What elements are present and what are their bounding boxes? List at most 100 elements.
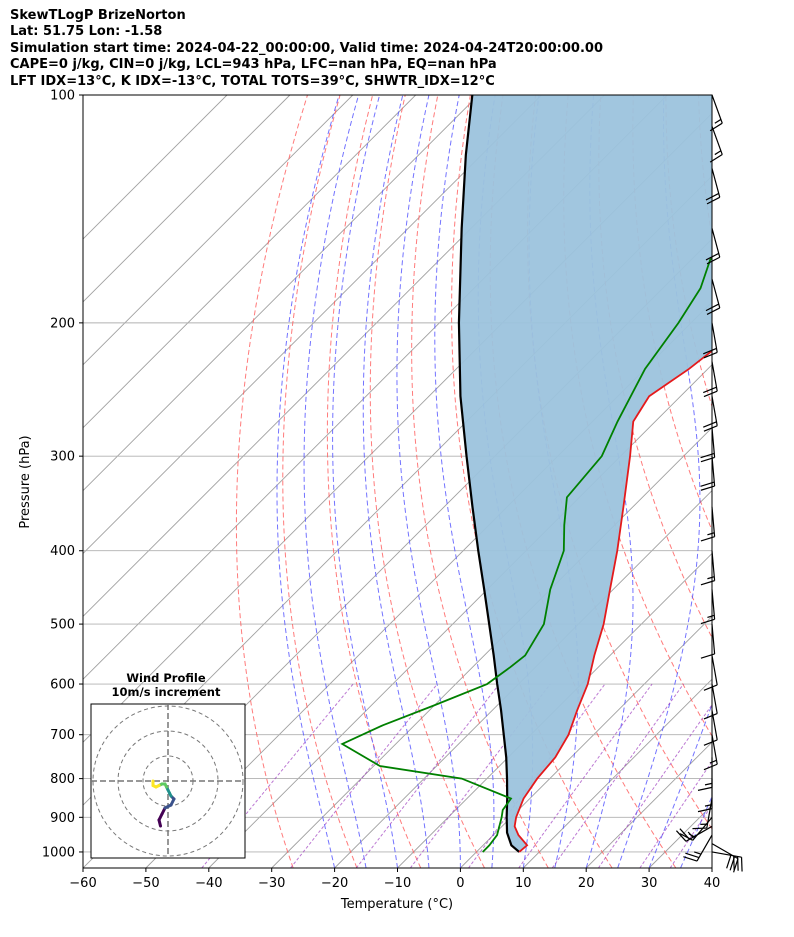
isotherm-line (83, 95, 542, 555)
barb-feather (700, 536, 715, 542)
barb-half-feather (707, 614, 715, 619)
barb-feather (692, 827, 707, 830)
barb-staff (711, 550, 716, 581)
mixing-ratio-line (355, 683, 500, 868)
barb-feather (675, 830, 687, 842)
barb-staff (711, 843, 739, 860)
barb-feather (703, 421, 717, 428)
isotherm-line (522, 678, 712, 868)
wind-barb (705, 278, 721, 316)
barb-feather (703, 713, 718, 720)
x-tick-label: 0 (456, 876, 464, 891)
barb-feather (697, 786, 713, 791)
dry-adiabat (235, 95, 308, 868)
y-tick-label: 1000 (42, 845, 75, 860)
barb-staff (711, 126, 723, 155)
barb-feather (729, 856, 736, 871)
wind-barb (703, 322, 718, 359)
barb-half-feather (714, 150, 722, 156)
wind-barb (703, 734, 718, 771)
x-tick-label: −40 (195, 876, 222, 891)
dry-adiabat (369, 95, 485, 868)
dewpoint-line (340, 256, 712, 853)
mixing-ratio-line (518, 683, 653, 868)
x-tick-label: −20 (321, 876, 348, 891)
isotherm-line (271, 427, 712, 868)
moist-adiabat (303, 95, 367, 868)
barb-staff (711, 278, 721, 309)
barb-staff (711, 94, 723, 124)
barb-feather (703, 425, 718, 432)
isotherm-line (83, 95, 417, 429)
barb-staff (711, 506, 716, 537)
dry-adiabat (764, 95, 794, 868)
barb-staff (696, 834, 713, 862)
moist-adiabat (434, 95, 495, 868)
inset-title: Wind Profile (126, 671, 206, 685)
wind-barb (709, 126, 723, 163)
barb-feather (706, 307, 721, 316)
barb-feather (700, 618, 715, 625)
time-text: Simulation start time: 2024-04-22_00:00:… (10, 40, 603, 56)
x-tick-label: 30 (641, 876, 658, 891)
chart-title: SkewTLogP BrizeNorton (10, 8, 186, 23)
barb-feather (700, 653, 715, 659)
wind-barb (711, 843, 739, 873)
barb-staff (711, 361, 718, 392)
moist-adiabat (396, 95, 461, 868)
barb-staff (711, 683, 718, 714)
cape-fill (458, 95, 712, 852)
barb-feather (706, 256, 721, 265)
barb-feather (703, 347, 717, 355)
parcel-line (457, 95, 520, 853)
dry-adiabat (411, 95, 549, 868)
temperature-line (513, 349, 712, 853)
barb-feather (700, 481, 715, 487)
wind-barb (700, 456, 716, 491)
barb-feather (740, 857, 743, 872)
barb-feather (683, 856, 698, 862)
dry-adiabat (697, 95, 712, 241)
mixing-ratio-line (639, 760, 712, 868)
y-axis-label: Pressure (hPa) (18, 435, 33, 528)
x-tick-label: 10 (515, 876, 532, 891)
wind-barb (703, 396, 718, 432)
x-axis-label: Temperature (°C) (340, 897, 453, 912)
dry-adiabat (451, 95, 613, 868)
barb-feather (709, 154, 723, 163)
x-tick-label: −60 (69, 876, 96, 891)
barb-staff (711, 322, 718, 353)
y-tick-label: 100 (50, 89, 75, 104)
isotherm-line (711, 867, 712, 868)
isotherm-line (83, 95, 228, 240)
barb-feather (703, 386, 717, 394)
y-tick-label: 300 (50, 450, 75, 465)
moist-adiabat (680, 795, 712, 868)
y-tick-label: 500 (50, 618, 75, 633)
barb-staff (711, 427, 716, 458)
mixing-ratio-line (290, 683, 438, 868)
barb-staff (711, 396, 718, 426)
barb-half-feather (714, 118, 722, 124)
wind-barb (703, 683, 718, 720)
barb-feather (703, 739, 718, 746)
barb-feather (700, 580, 715, 586)
wind-barb (703, 361, 718, 398)
barb-staff (711, 456, 716, 487)
wind-barb (703, 655, 718, 691)
x-tick-label: −30 (258, 876, 285, 891)
y-tick-label: 400 (50, 544, 75, 559)
isotherm-line (83, 95, 354, 366)
dry-adiabat (282, 95, 358, 868)
barb-feather (679, 833, 693, 841)
wind-barb (700, 550, 716, 586)
inset-subtitle: 10m/s increment (112, 685, 221, 699)
wind-barb (700, 589, 716, 625)
isotherm-line (83, 95, 291, 303)
x-tick-label: −10 (384, 876, 411, 891)
y-tick-label: 600 (50, 678, 75, 693)
x-tick-label: −50 (132, 876, 159, 891)
barb-feather (703, 763, 718, 771)
location-text: Lat: 51.75 Lon: -1.58 (10, 24, 163, 40)
